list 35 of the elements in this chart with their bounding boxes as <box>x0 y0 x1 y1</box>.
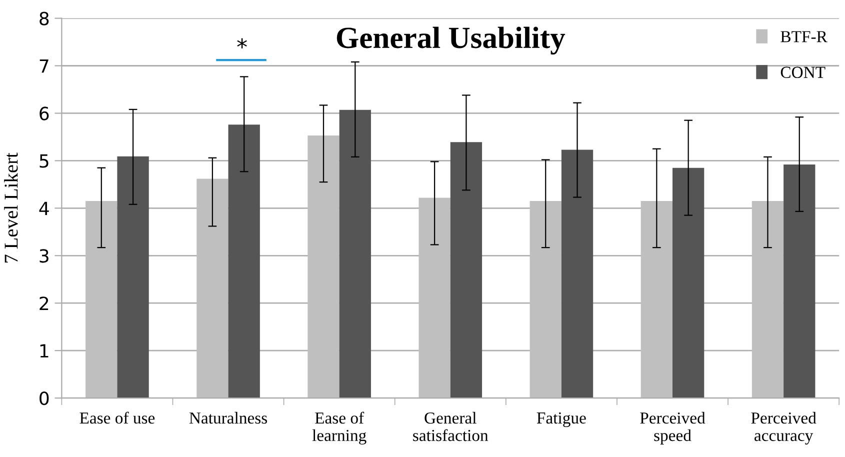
y-tick-label: 4 <box>39 202 49 216</box>
bar <box>228 124 260 398</box>
bar <box>196 178 228 398</box>
legend-label: CONT <box>780 66 826 78</box>
x-tick-label: Ease of use <box>80 412 155 424</box>
bar <box>640 201 672 398</box>
bar <box>450 142 482 398</box>
bar <box>86 201 118 398</box>
bar <box>308 136 340 398</box>
y-tick-label: 1 <box>40 344 48 358</box>
bar <box>752 201 784 398</box>
y-tick-label: 7 <box>40 59 48 73</box>
bar <box>418 198 450 398</box>
x-tick-label: Fatigue <box>536 412 586 428</box>
x-tick-label: Perceived speed <box>640 412 706 444</box>
y-tick-label: 0 <box>40 392 49 406</box>
y-tick-label: 3 <box>40 249 48 263</box>
bar <box>672 168 704 398</box>
y-tick-label: 6 <box>40 106 49 120</box>
bar <box>117 156 149 398</box>
bar <box>561 150 594 398</box>
chart-title: General Usability <box>336 26 566 55</box>
y-tick-label: 2 <box>40 296 48 310</box>
legend-label: BTF-R <box>780 31 828 42</box>
bar <box>339 110 371 398</box>
y-tick-label: 5 <box>40 154 48 168</box>
x-tick-label: Naturalness <box>189 412 268 424</box>
bar <box>530 201 562 398</box>
x-tick-label: Perceived accuracy <box>751 412 816 445</box>
x-tick-label: General satisfaction <box>413 412 488 442</box>
y-tick-label: 8 <box>40 12 49 26</box>
y-axis-title: 7 Level Likert <box>4 152 18 262</box>
x-tick-label: Ease of learning <box>312 412 366 445</box>
annotation: * <box>237 38 247 48</box>
bar <box>784 164 816 398</box>
